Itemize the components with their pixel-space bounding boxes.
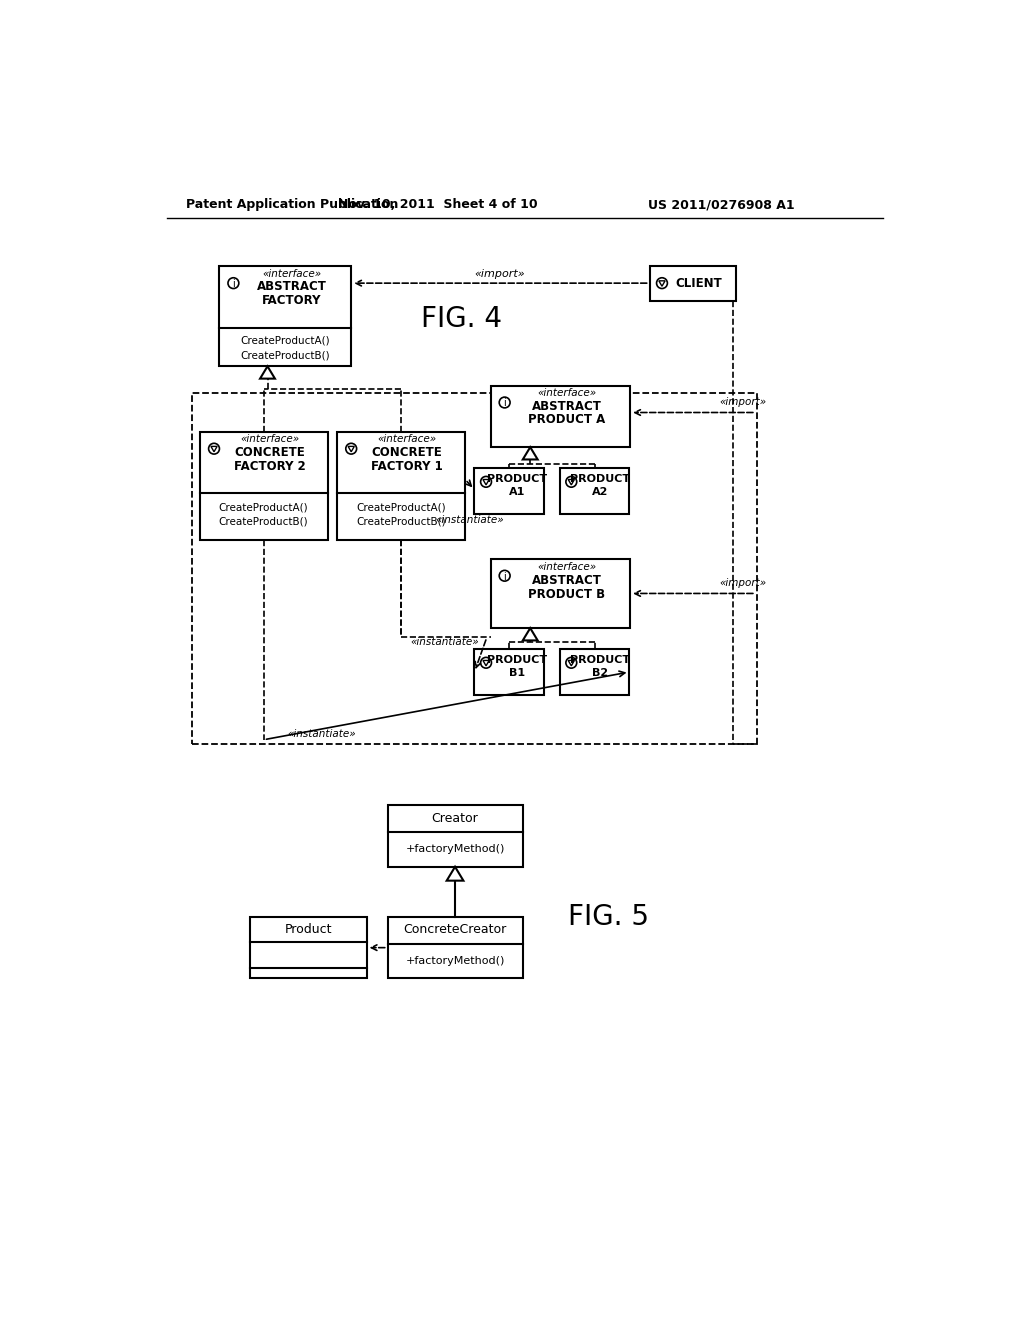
Text: CONCRETE: CONCRETE: [372, 446, 442, 459]
Text: PRODUCT: PRODUCT: [570, 474, 630, 483]
Text: «instantiate»: «instantiate»: [435, 515, 504, 525]
Text: FACTORY 2: FACTORY 2: [233, 459, 306, 473]
Text: Creator: Creator: [432, 812, 478, 825]
Text: FACTORY 1: FACTORY 1: [371, 459, 442, 473]
Bar: [560, 469, 630, 515]
Text: «instantiate»: «instantiate»: [410, 638, 478, 647]
Bar: [337, 432, 465, 540]
Text: Nov. 10, 2011  Sheet 4 of 10: Nov. 10, 2011 Sheet 4 of 10: [338, 198, 538, 211]
Text: CreateProductB(): CreateProductB(): [219, 517, 308, 527]
Text: A2: A2: [592, 487, 608, 496]
Text: CreateProductA(): CreateProductA(): [241, 335, 330, 346]
Text: PRODUCT A: PRODUCT A: [528, 413, 605, 426]
Text: ABSTRACT: ABSTRACT: [531, 574, 601, 587]
Bar: [388, 805, 523, 867]
Polygon shape: [523, 628, 538, 640]
Text: «interface»: «interface»: [241, 434, 299, 445]
Text: CreateProductA(): CreateProductA(): [356, 502, 445, 512]
Text: ConcreteCreator: ConcreteCreator: [403, 924, 507, 936]
Bar: [474, 649, 544, 696]
Text: A1: A1: [509, 487, 525, 496]
Bar: [251, 917, 367, 978]
Bar: [200, 432, 328, 540]
Text: «interface»: «interface»: [262, 269, 322, 279]
Text: «import»: «import»: [719, 578, 766, 589]
Text: PRODUCT: PRODUCT: [487, 474, 547, 483]
Text: i: i: [503, 572, 506, 582]
Bar: [490, 558, 630, 628]
Text: CreateProductB(): CreateProductB(): [356, 517, 445, 527]
Bar: [490, 385, 630, 447]
Text: ABSTRACT: ABSTRACT: [531, 400, 601, 413]
Bar: [388, 917, 523, 978]
Text: ABSTRACT: ABSTRACT: [257, 280, 327, 293]
Text: PRODUCT: PRODUCT: [487, 655, 547, 665]
Text: FIG. 5: FIG. 5: [568, 903, 649, 931]
Text: US 2011/0276908 A1: US 2011/0276908 A1: [648, 198, 795, 211]
Text: «interface»: «interface»: [537, 561, 596, 572]
Polygon shape: [446, 867, 464, 880]
Text: PRODUCT B: PRODUCT B: [528, 587, 605, 601]
Bar: [649, 267, 736, 301]
Bar: [219, 267, 351, 367]
Text: PRODUCT: PRODUCT: [570, 655, 630, 665]
Text: CONCRETE: CONCRETE: [234, 446, 305, 459]
Text: Product: Product: [285, 923, 333, 936]
Text: «import»: «import»: [719, 397, 766, 408]
Text: i: i: [232, 279, 234, 289]
Polygon shape: [260, 367, 274, 379]
Text: «interface»: «interface»: [378, 434, 436, 445]
Text: «interface»: «interface»: [537, 388, 596, 399]
Text: B1: B1: [509, 668, 525, 677]
Text: i: i: [503, 399, 506, 408]
Bar: [560, 649, 630, 696]
Text: FIG. 4: FIG. 4: [421, 305, 502, 333]
Text: CreateProductA(): CreateProductA(): [219, 502, 308, 512]
Text: +factoryMethod(): +factoryMethod(): [406, 956, 505, 966]
Text: Patent Application Publication: Patent Application Publication: [186, 198, 398, 211]
Text: «instantiate»: «instantiate»: [288, 730, 356, 739]
Bar: [193, 393, 758, 743]
Text: CLIENT: CLIENT: [676, 277, 723, 289]
Text: CreateProductB(): CreateProductB(): [241, 351, 330, 360]
Polygon shape: [523, 447, 538, 459]
Text: +factoryMethod(): +factoryMethod(): [406, 843, 505, 854]
Text: «import»: «import»: [475, 269, 525, 279]
Bar: [474, 469, 544, 515]
Text: FACTORY: FACTORY: [262, 293, 322, 306]
Text: B2: B2: [592, 668, 608, 677]
